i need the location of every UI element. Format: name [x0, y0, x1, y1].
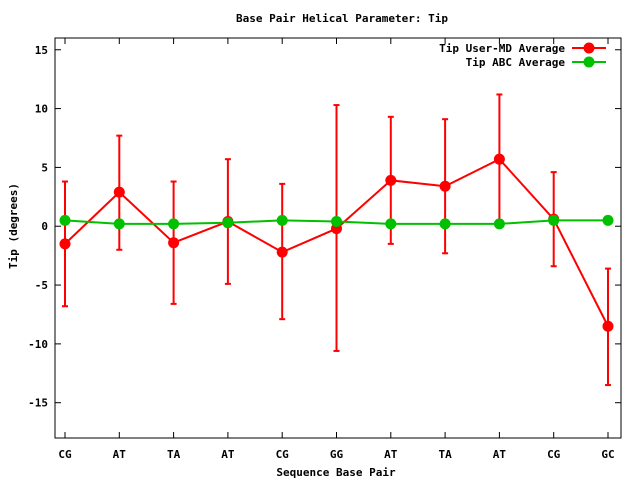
x-tick-label: TA	[167, 448, 181, 461]
legend-marker	[583, 56, 595, 68]
data-point	[548, 214, 560, 226]
data-point	[602, 214, 614, 226]
data-point	[493, 153, 505, 165]
y-tick-label: 5	[41, 161, 48, 174]
x-tick-label: GG	[330, 448, 344, 461]
y-tick-label: -10	[28, 338, 48, 351]
data-point	[439, 180, 451, 192]
legend-label: Tip User-MD Average	[439, 42, 565, 55]
x-axis-label: Sequence Base Pair	[276, 466, 396, 479]
legend-label: Tip ABC Average	[466, 56, 566, 69]
x-tick-label: TA	[438, 448, 452, 461]
y-tick-label: 10	[35, 103, 48, 116]
series-abc	[59, 214, 614, 230]
data-point	[168, 237, 180, 249]
data-point	[113, 218, 125, 230]
data-point	[385, 174, 397, 186]
data-point	[113, 186, 125, 198]
data-point	[331, 216, 342, 228]
x-tick-label: AT	[113, 448, 127, 461]
data-point	[439, 218, 451, 230]
plot-frame	[54, 37, 622, 439]
series-user-md	[59, 93, 614, 387]
y-tick-label: 15	[35, 44, 48, 57]
x-tick-label: CG	[547, 448, 561, 461]
chart-title: Base Pair Helical Parameter: Tip	[236, 12, 448, 25]
x-tick-label: AT	[221, 448, 235, 461]
legend-marker	[583, 42, 595, 54]
data-point	[385, 218, 397, 230]
x-tick-label: AT	[384, 448, 398, 461]
data-point	[168, 218, 180, 230]
data-point	[222, 217, 234, 229]
x-tick-label: GC	[601, 448, 614, 461]
data-point	[276, 246, 288, 258]
x-axis-ticks: CG AT TA AT CG GG AT TA AT CG GC	[58, 38, 615, 461]
y-axis-ticks: -15 -10 -5 0 5 10 15	[28, 44, 621, 410]
y-axis-label: Tip (degrees)	[7, 183, 20, 269]
y-tick-label: 0	[41, 220, 48, 233]
x-tick-label: AT	[493, 448, 507, 461]
x-tick-label: CG	[276, 448, 290, 461]
y-tick-label: -5	[35, 279, 48, 292]
data-point	[493, 218, 505, 230]
series-layer	[59, 93, 614, 387]
data-point	[602, 320, 614, 332]
data-point	[276, 214, 288, 226]
x-tick-label: CG	[58, 448, 72, 461]
y-tick-label: -15	[28, 397, 48, 410]
data-point	[59, 238, 71, 250]
data-point	[59, 214, 71, 226]
